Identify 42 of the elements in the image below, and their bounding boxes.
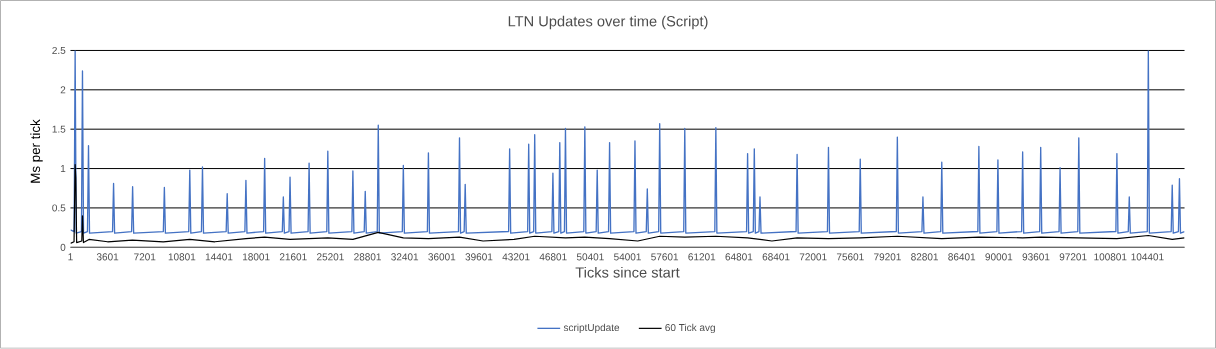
y-tick-label: 0	[60, 243, 66, 251]
x-tick-label: 43201	[502, 253, 530, 261]
x-tick-label: 25201	[317, 253, 344, 261]
y-tick-label: 0.5	[52, 204, 66, 212]
x-tick-label: 7201	[134, 253, 156, 261]
x-tick-label: 90001	[985, 253, 1013, 261]
x-tick-label: 46801	[539, 253, 567, 261]
x-tick-label: 1	[68, 253, 73, 261]
x-tick-label: 54001	[614, 253, 641, 261]
x-tick-label: 82801	[911, 253, 938, 261]
x-tick-label: 75601	[836, 253, 864, 261]
x-tick-label: 97201	[1059, 253, 1087, 261]
x-tick-label: 50401	[576, 253, 604, 261]
x-tick-label: 10801	[168, 253, 196, 261]
x-tick-label: 61201	[688, 253, 716, 261]
y-axis-title: Ms per tick	[30, 119, 43, 183]
x-tick-label: 68401	[762, 253, 790, 261]
x-tick-label: 64801	[725, 253, 753, 261]
y-tick-label: 2.5	[52, 47, 66, 55]
x-tick-label: 28801	[354, 253, 381, 261]
y-tick-label: 1	[60, 165, 66, 173]
x-tick-label: 86401	[948, 253, 976, 261]
x-axis-title: Ticks since start	[575, 267, 680, 278]
x-tick-label: 36001	[428, 253, 456, 261]
x-tick-label: 93601	[1022, 253, 1050, 261]
x-tick-label: 3601	[96, 253, 119, 261]
y-tick-label: 1.5	[52, 125, 66, 133]
x-tick-label: 14401	[205, 253, 233, 261]
line-series	[70, 50, 1185, 234]
x-tick-label: 57601	[651, 253, 679, 261]
chart-title: LTN Updates over time (Script)	[508, 15, 708, 30]
x-tick-label: 39601	[465, 253, 493, 261]
x-tick-label: 100801	[1094, 253, 1127, 261]
legend-label: scriptUpdate	[563, 323, 620, 334]
x-tick-label: 32401	[391, 253, 419, 261]
y-tick-label: 2	[60, 86, 66, 94]
x-tick-label: 18001	[242, 253, 270, 261]
x-tick-label: 72001	[799, 253, 827, 261]
x-tick-label: 79201	[874, 253, 901, 261]
x-tick-label: 21601	[279, 253, 307, 261]
x-tick-label: 104401	[1131, 253, 1164, 261]
legend-label: 60 Tick avg	[665, 323, 715, 334]
